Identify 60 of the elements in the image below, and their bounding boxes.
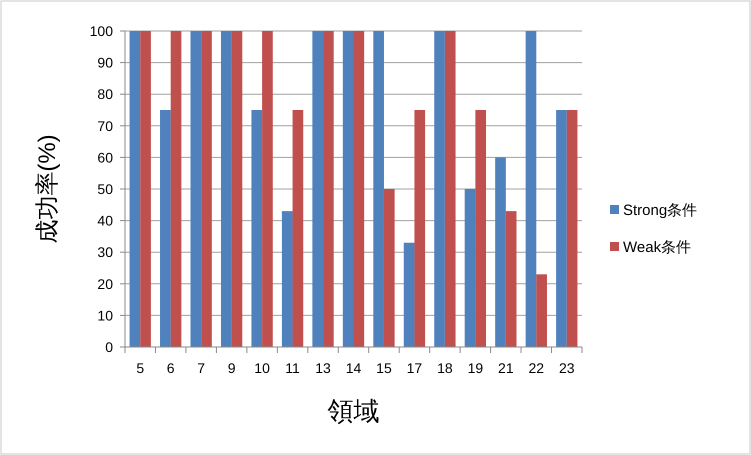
x-tick-label: 13 xyxy=(315,360,332,376)
bar xyxy=(536,274,547,347)
bar xyxy=(506,211,516,347)
y-tick-label: 80 xyxy=(97,86,114,102)
bar xyxy=(220,31,232,347)
bar xyxy=(566,110,578,347)
bar xyxy=(475,110,486,347)
bar xyxy=(130,31,140,347)
x-tick-label: 21 xyxy=(498,360,514,376)
x-tick-label: 10 xyxy=(254,360,270,376)
bar xyxy=(190,31,202,347)
x-tick-label: 18 xyxy=(437,360,453,376)
y-tick-label: 30 xyxy=(97,244,114,260)
x-axis-title: 領域 xyxy=(328,396,380,426)
y-axis-title: 成功率(%) xyxy=(34,134,61,244)
bar xyxy=(373,31,384,347)
bar xyxy=(342,31,354,347)
bar xyxy=(251,110,262,347)
bar xyxy=(464,189,476,347)
bar xyxy=(170,31,182,347)
y-tick-label: 100 xyxy=(90,23,114,39)
x-tick-label: 22 xyxy=(528,360,544,376)
x-tick-label: 23 xyxy=(558,360,575,376)
x-tick-label: 6 xyxy=(166,360,175,376)
legend-label: Weak条件 xyxy=(623,239,692,256)
bar xyxy=(556,110,567,347)
y-tick-label: 0 xyxy=(105,339,114,355)
y-tick-label: 40 xyxy=(97,212,114,229)
bar xyxy=(354,31,364,347)
bar xyxy=(444,31,456,347)
bar xyxy=(404,242,414,347)
y-tick-label: 10 xyxy=(97,307,114,324)
y-tick-label: 70 xyxy=(97,118,114,134)
bar xyxy=(323,31,334,347)
bar xyxy=(414,110,426,347)
bar xyxy=(140,31,151,347)
x-tick-label: 5 xyxy=(136,360,144,376)
bar xyxy=(201,31,212,347)
y-tick-label: 50 xyxy=(97,181,114,197)
x-tick-label: 9 xyxy=(228,360,236,376)
bar xyxy=(495,157,506,347)
x-tick-label: 19 xyxy=(468,360,484,376)
y-tick-label: 20 xyxy=(97,276,114,292)
bar xyxy=(292,110,304,347)
bar xyxy=(262,31,273,347)
bar xyxy=(526,31,536,347)
bar xyxy=(434,31,445,347)
x-tick-label: 11 xyxy=(285,360,300,376)
bar xyxy=(282,211,293,347)
x-tick-label: 7 xyxy=(197,360,206,376)
bar xyxy=(384,189,395,347)
bar xyxy=(160,110,171,347)
x-tick-label: 14 xyxy=(346,360,362,376)
y-tick-label: 90 xyxy=(97,54,114,71)
x-tick-label: 17 xyxy=(406,360,422,376)
legend-label: Strong条件 xyxy=(623,202,698,219)
bar xyxy=(232,31,242,347)
x-tick-label: 15 xyxy=(376,360,392,376)
bar xyxy=(312,31,324,347)
y-tick-label: 60 xyxy=(97,149,114,166)
